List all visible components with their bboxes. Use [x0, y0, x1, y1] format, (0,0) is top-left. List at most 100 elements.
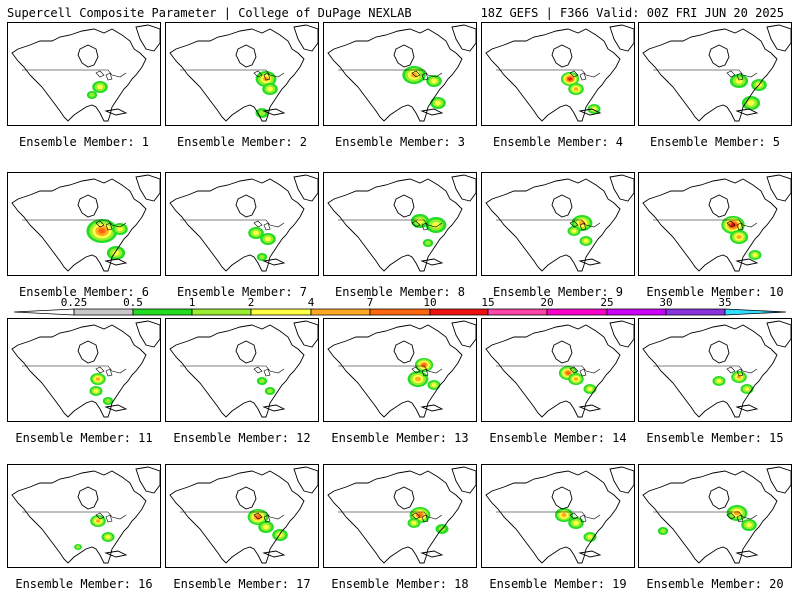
colorbar-tick-label: 4: [307, 296, 315, 309]
coastline: [551, 340, 573, 364]
us-canada-border: [22, 365, 127, 374]
coastline: [262, 258, 286, 266]
coastline: [708, 486, 730, 510]
ensemble-member-label: Ensemble Member: 17: [173, 577, 311, 591]
ensemble-member-label: Ensemble Member: 13: [331, 431, 469, 445]
great-lakes: [569, 220, 587, 231]
ensemble-member-label: Ensemble Member: 5: [649, 135, 781, 149]
ensemble-member-label: Ensemble Member: 11: [15, 431, 153, 445]
coastline: [708, 44, 730, 68]
ensemble-member-label: Ensemble Member: 4: [492, 135, 624, 149]
north-america-map: [169, 466, 318, 564]
scp-shading: [431, 383, 437, 387]
scp-shading: [95, 519, 101, 523]
ensemble-map-panel: [638, 464, 792, 568]
scp-shading: [267, 86, 273, 92]
scp-shading: [263, 76, 269, 82]
coastline: [77, 44, 99, 68]
coastline: [135, 174, 160, 202]
scp-shading: [587, 387, 593, 391]
us-canada-border: [338, 365, 443, 374]
scp-shading: [736, 235, 742, 239]
coastline: [262, 404, 286, 412]
ensemble-map-panel: [7, 22, 161, 126]
ensemble-map-panel: [481, 172, 635, 276]
scp-shading: [105, 398, 111, 404]
coastline: [293, 174, 318, 202]
ensemble-map-panel: [165, 22, 319, 126]
scp-shading: [591, 107, 597, 111]
colorbar-segment: [606, 308, 667, 316]
coastline: [735, 550, 759, 558]
scp-shading: [265, 236, 271, 242]
coastline: [642, 470, 778, 564]
scp-shading: [587, 535, 593, 539]
coastline: [293, 320, 318, 348]
ensemble-map-panel: [481, 318, 635, 422]
coastline: [609, 466, 634, 494]
ensemble-member-label: Ensemble Member: 14: [489, 431, 627, 445]
north-america-map: [327, 24, 476, 122]
coastline: [77, 194, 99, 218]
scp-shading: [573, 87, 579, 91]
scp-shading: [573, 377, 579, 381]
north-america-map: [327, 466, 476, 564]
ensemble-member-label: Ensemble Member: 16: [15, 577, 153, 591]
coastline: [708, 194, 730, 218]
ensemble-member-label: Ensemble Member: 3: [334, 135, 466, 149]
great-lakes: [95, 512, 113, 523]
coastline: [11, 178, 147, 272]
ensemble-map-panel: [638, 318, 792, 422]
colorbar-tick-label: 0.25: [60, 296, 88, 309]
coastline: [766, 24, 791, 52]
ensemble-member-label: Ensemble Member: 7: [176, 285, 308, 299]
scp-shading: [75, 545, 81, 549]
north-america-map: [642, 466, 791, 564]
coastline: [135, 24, 160, 52]
colorbar-tick-label: 0.5: [123, 296, 143, 309]
great-lakes: [253, 366, 271, 377]
coastline: [235, 340, 257, 364]
us-canada-border: [496, 511, 601, 520]
scp-shading: [568, 77, 572, 81]
scp-shading: [746, 522, 752, 528]
us-canada-border: [653, 219, 758, 228]
ensemble-member-label: Ensemble Member: 2: [176, 135, 308, 149]
coastline: [327, 324, 463, 418]
coastline: [327, 28, 463, 122]
north-america-map: [485, 320, 634, 418]
us-canada-border: [496, 219, 601, 228]
great-lakes: [569, 366, 587, 377]
coastline: [235, 44, 257, 68]
coastline: [642, 324, 778, 418]
coastline: [169, 178, 305, 272]
us-canada-border: [653, 365, 758, 374]
us-canada-border: [22, 511, 127, 520]
coastline: [485, 28, 621, 122]
coastline: [104, 258, 128, 266]
us-canada-border: [22, 219, 127, 228]
north-america-map: [642, 320, 791, 418]
north-america-map: [11, 174, 160, 272]
north-america-map: [11, 320, 160, 418]
colorbar-segment: [250, 308, 312, 316]
great-lakes: [95, 366, 113, 377]
us-canada-border: [22, 69, 127, 78]
coastline: [609, 24, 634, 52]
ensemble-map-panel: [7, 318, 161, 422]
ensemble-map-panel: [638, 172, 792, 276]
great-lakes: [253, 512, 271, 523]
coastline: [262, 108, 286, 116]
us-canada-border: [496, 69, 601, 78]
us-canada-border: [496, 365, 601, 374]
ensemble-map-panel: [323, 22, 477, 126]
scp-shading: [415, 376, 421, 382]
coastline: [135, 466, 160, 494]
north-america-map: [169, 174, 318, 272]
ensemble-map-panel: [7, 464, 161, 568]
north-america-map: [327, 320, 476, 418]
colorbar-segment: [429, 308, 489, 316]
ensemble-member-label: Ensemble Member: 10: [646, 285, 784, 299]
colorbar-tick-label: 7: [366, 296, 374, 309]
scp-shading: [258, 110, 266, 116]
